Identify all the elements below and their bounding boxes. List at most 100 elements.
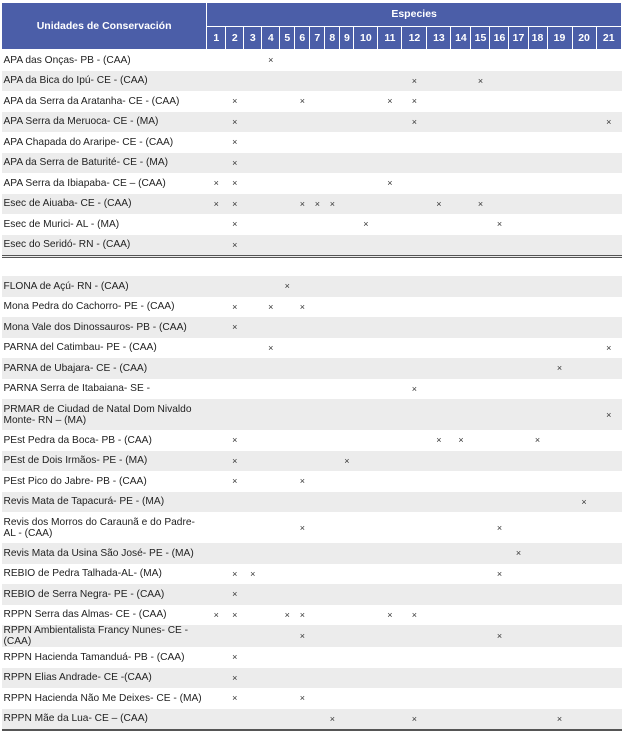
empty-cell [244, 471, 262, 492]
empty-cell [279, 234, 295, 257]
empty-cell [261, 399, 280, 430]
empty-cell [207, 297, 226, 318]
empty-cell [528, 132, 547, 153]
empty-cell [353, 317, 378, 338]
empty-cell [294, 584, 310, 605]
empty-cell [280, 564, 295, 585]
empty-cell [207, 91, 226, 112]
unit-name: APA Chapada do Araripe- CE - (CAA) [3, 136, 174, 148]
empty-cell [547, 543, 573, 564]
empty-cell [470, 358, 490, 379]
presence-mark: × [225, 111, 244, 132]
empty-cell [244, 430, 262, 451]
empty-cell [279, 708, 295, 731]
unit-name: REBIO de Pedra Talhada-AL- (MA) [3, 568, 162, 580]
empty-cell [547, 214, 572, 235]
empty-cell [451, 338, 471, 359]
empty-cell [509, 688, 528, 709]
empty-cell [280, 91, 295, 112]
empty-cell [339, 399, 354, 430]
empty-cell [309, 317, 325, 338]
empty-cell [402, 688, 427, 709]
empty-cell [528, 234, 548, 257]
empty-cell [207, 50, 226, 71]
unit-name: PEst de Dois Irmãos- PE - (MA) [1, 450, 207, 471]
empty-cell [280, 338, 295, 359]
unit-name: REBIO de Serra Negra- PE - (CAA) [1, 584, 207, 605]
species-number-header: 21 [595, 25, 623, 50]
empty-cell [340, 647, 354, 668]
empty-cell [596, 667, 622, 688]
empty-cell [572, 625, 597, 647]
empty-cell [353, 667, 378, 688]
empty-cell [547, 193, 573, 214]
empty-cell [353, 152, 378, 173]
empty-cell [426, 399, 451, 430]
empty-cell [547, 512, 572, 543]
presence-mark: × [232, 652, 238, 663]
empty-cell [508, 276, 528, 297]
empty-cell [471, 647, 490, 668]
presence-mark: × [299, 301, 305, 312]
empty-cell [426, 667, 451, 688]
table-row: APA Serra da Ibiapaba- CE – (CAA) × × × [2, 173, 622, 194]
unit-name: Revis dos Morros do Caraunã e do Padre- … [3, 516, 195, 539]
empty-cell [339, 491, 354, 512]
empty-cell [572, 214, 596, 235]
empty-cell [547, 317, 573, 338]
empty-cell [339, 625, 354, 647]
empty-cell [280, 297, 295, 318]
empty-cell [528, 584, 548, 605]
empty-cell [401, 584, 427, 605]
presence-mark: × [268, 342, 274, 353]
empty-cell [243, 70, 262, 91]
empty-cell [261, 543, 280, 564]
empty-cell [340, 688, 354, 709]
empty-cell [547, 173, 572, 194]
empty-cell [354, 91, 378, 112]
empty-cell [572, 667, 597, 688]
empty-cell [261, 317, 280, 338]
empty-cell [508, 317, 528, 338]
empty-cell [450, 276, 471, 297]
empty-cell [509, 173, 528, 194]
empty-cell [261, 358, 280, 379]
presence-mark: × [470, 193, 490, 214]
empty-cell [508, 584, 528, 605]
empty-cell [471, 338, 490, 359]
empty-cell [528, 70, 548, 91]
empty-cell [280, 512, 295, 543]
empty-cell [490, 132, 509, 153]
empty-cell [402, 338, 427, 359]
empty-cell [508, 450, 528, 471]
empty-cell [354, 297, 378, 318]
species-number-header: 19 [546, 25, 573, 50]
empty-cell [490, 605, 509, 626]
table-row: REBIO de Pedra Talhada-AL- (MA) × × × [2, 564, 622, 585]
table-row: Esec do Seridó- RN - (CAA) × [1, 234, 622, 257]
empty-cell [339, 317, 354, 338]
empty-cell [572, 234, 597, 257]
empty-cell [225, 70, 244, 91]
empty-cell [226, 512, 244, 543]
empty-cell [596, 605, 621, 626]
empty-cell [470, 276, 490, 297]
empty-cell [528, 193, 548, 214]
empty-cell [426, 708, 451, 731]
empty-cell [244, 91, 262, 112]
empty-cell [596, 297, 621, 318]
presence-mark: × [232, 219, 238, 230]
empty-cell [572, 430, 596, 451]
presence-mark: × [299, 693, 305, 704]
table-row: PRMAR de Ciudad de Natal Dom Nivaldo Mon… [1, 399, 622, 430]
species-number-header: 3 [243, 25, 263, 50]
empty-cell [426, 491, 451, 512]
empty-cell [451, 91, 471, 112]
empty-cell [596, 688, 621, 709]
empty-cell [207, 430, 226, 451]
unit-name: APA Serra da Meruoca- CE - (MA) [1, 111, 207, 132]
empty-cell [244, 338, 262, 359]
empty-cell [596, 152, 622, 173]
presence-mark: × [387, 96, 393, 107]
